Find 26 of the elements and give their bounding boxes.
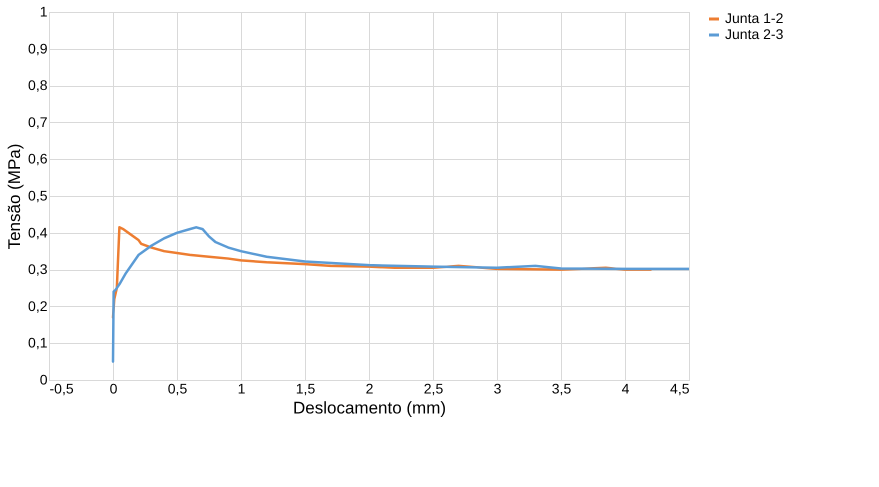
x-tick-label: 1,5 <box>296 380 316 396</box>
y-axis-title: Tensão (MPa) <box>5 144 24 250</box>
y-tick-label: 0,5 <box>28 188 48 204</box>
y-tick-label: 0,1 <box>28 334 48 351</box>
x-tick-label: 1 <box>238 380 246 396</box>
y-tick-label: 0,6 <box>28 150 48 167</box>
line-series <box>112 226 689 363</box>
x-tick-label: 2,5 <box>424 380 444 396</box>
x-axis-title: Deslocamento (mm) <box>292 398 446 418</box>
y-tick-label: 0,8 <box>28 77 48 94</box>
x-tick-label: 0,5 <box>168 380 188 396</box>
legend-label: Junta 1-2 <box>725 10 784 26</box>
y-tick-label: 0,2 <box>28 298 48 314</box>
x-tick-label: 0 <box>110 380 118 396</box>
y-tick-label: 0,4 <box>28 224 48 240</box>
y-tick-label: 0,3 <box>28 261 48 278</box>
x-tick-label: 3,5 <box>552 380 572 396</box>
y-tick-label: 0,7 <box>28 114 48 130</box>
x-tick-label: 4 <box>622 380 630 396</box>
y-tick-label: 1 <box>40 4 48 20</box>
x-tick-label: 2 <box>366 380 374 396</box>
x-tick-label: 3 <box>494 380 502 396</box>
legend-label: Junta 2-3 <box>725 26 784 42</box>
y-tick-label: 0,9 <box>28 40 48 56</box>
x-tick-label: -0,5 <box>50 380 74 396</box>
x-tick-label: 4,5 <box>670 380 690 396</box>
